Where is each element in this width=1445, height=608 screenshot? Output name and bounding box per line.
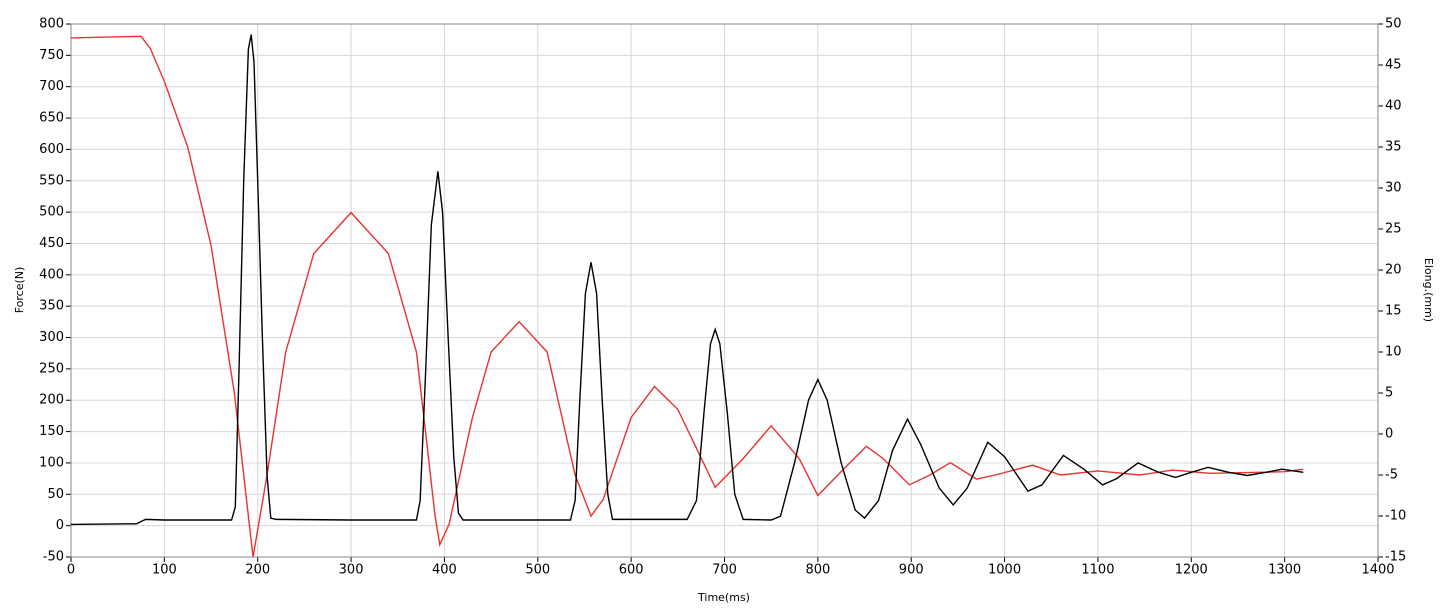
x-tick-label: 400	[432, 563, 457, 578]
y2-tick-label: -5	[1385, 468, 1398, 483]
x-tick-label: 300	[339, 563, 364, 578]
x-tick-label: 200	[245, 563, 270, 578]
y-tick-label: 550	[39, 173, 64, 188]
x-tick-label: 900	[899, 563, 924, 578]
y-tick-label: 50	[47, 487, 64, 502]
y2-tick-label: 50	[1385, 17, 1402, 32]
y-tick-label: 750	[39, 48, 64, 63]
y-tick-label: 800	[39, 17, 64, 32]
x-tick-label: 0	[67, 563, 75, 578]
y-tick-label: 200	[39, 393, 64, 408]
x-axis-label: Time(ms)	[697, 591, 750, 604]
y2-tick-label: 10	[1385, 345, 1402, 360]
x-tick-label: 800	[805, 563, 830, 578]
y2-tick-label: -10	[1385, 509, 1406, 524]
x-tick-label: 1000	[988, 563, 1021, 578]
y2-tick-label: 35	[1385, 140, 1402, 155]
y2-tick-label: 5	[1385, 386, 1393, 401]
y-tick-label: -50	[43, 550, 64, 565]
data-line	[71, 34, 1304, 526]
x-tick-label: 1100	[1081, 563, 1114, 578]
x-tick-label: 1400	[1361, 563, 1394, 578]
y2-axis-label: Elong.(mm)	[1422, 258, 1435, 322]
data-line	[71, 35, 1304, 557]
x-tick-label: 1200	[1175, 563, 1208, 578]
y2-tick-label: 45	[1385, 58, 1402, 73]
plot-frame	[70, 23, 1379, 558]
x-tick-label: 100	[152, 563, 177, 578]
y-tick-label: 250	[39, 361, 64, 376]
y-tick-label: 300	[39, 330, 64, 345]
y2-tick-label: 30	[1385, 181, 1402, 196]
y2-tick-label: 15	[1385, 304, 1402, 319]
y-tick-label: 100	[39, 455, 64, 470]
x-tick-label: 500	[525, 563, 550, 578]
y-axis-label: Force(N)	[13, 267, 26, 314]
y-tick-label: 400	[39, 267, 64, 282]
y-tick-label: 450	[39, 236, 64, 251]
y2-tick-label: -15	[1385, 550, 1406, 565]
y2-tick-label: 0	[1385, 427, 1393, 442]
y-tick-label: 700	[39, 79, 64, 94]
y2-tick-label: 25	[1385, 222, 1402, 237]
x-tick-label: 1300	[1268, 563, 1301, 578]
y-tick-label: 0	[56, 518, 64, 533]
y-tick-label: 500	[39, 205, 64, 220]
y-tick-label: 150	[39, 424, 64, 439]
y-tick-label: 600	[39, 142, 64, 157]
x-tick-label: 600	[619, 563, 644, 578]
x-tick-label: 700	[712, 563, 737, 578]
y-tick-label: 650	[39, 111, 64, 126]
y-tick-label: 350	[39, 299, 64, 314]
y2-tick-label: 40	[1385, 99, 1402, 114]
y2-tick-label: 20	[1385, 263, 1402, 278]
